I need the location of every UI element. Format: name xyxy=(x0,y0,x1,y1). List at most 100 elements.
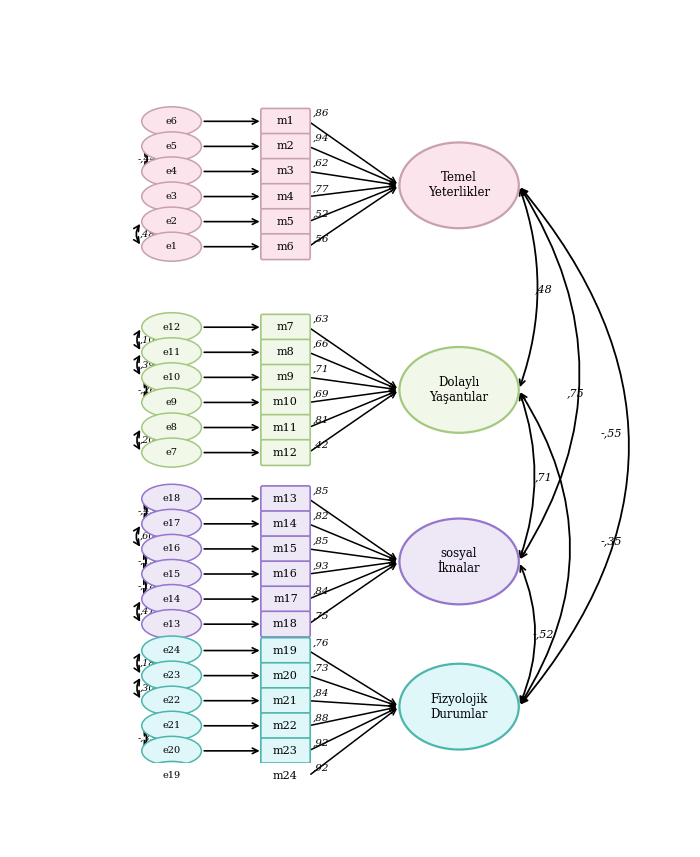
Text: m8: m8 xyxy=(276,347,295,357)
Text: e8: e8 xyxy=(166,423,178,432)
FancyBboxPatch shape xyxy=(261,763,310,788)
Text: e2: e2 xyxy=(166,217,178,226)
Text: e15: e15 xyxy=(162,570,181,578)
Text: m17: m17 xyxy=(273,594,298,604)
Text: ,73: ,73 xyxy=(313,663,330,673)
Text: ,92: ,92 xyxy=(313,739,330,747)
Ellipse shape xyxy=(141,535,202,563)
Text: m9: m9 xyxy=(276,372,295,382)
Text: e19: e19 xyxy=(162,771,181,781)
Text: e5: e5 xyxy=(166,142,178,151)
FancyBboxPatch shape xyxy=(261,209,310,235)
Text: ,86: ,86 xyxy=(313,109,330,118)
Text: Fizyolojik
Durumlar: Fizyolojik Durumlar xyxy=(430,692,488,721)
Text: e20: e20 xyxy=(162,746,181,755)
Text: m18: m18 xyxy=(273,619,298,629)
Text: ,63: ,63 xyxy=(313,315,330,324)
Text: ,60: ,60 xyxy=(139,532,155,541)
Ellipse shape xyxy=(141,761,202,790)
FancyBboxPatch shape xyxy=(261,390,310,416)
Text: ,75: ,75 xyxy=(313,612,330,620)
Text: m14: m14 xyxy=(273,518,298,529)
Ellipse shape xyxy=(141,413,202,442)
Text: ,81: ,81 xyxy=(313,415,330,424)
Text: e9: e9 xyxy=(166,398,178,407)
Text: ,20: ,20 xyxy=(139,435,155,445)
Text: m23: m23 xyxy=(273,746,298,756)
Ellipse shape xyxy=(141,157,202,186)
Ellipse shape xyxy=(141,711,202,740)
FancyBboxPatch shape xyxy=(261,536,310,562)
Text: ,69: ,69 xyxy=(313,390,330,399)
Text: e6: e6 xyxy=(166,117,178,126)
FancyBboxPatch shape xyxy=(261,159,310,184)
FancyBboxPatch shape xyxy=(261,611,310,637)
Ellipse shape xyxy=(141,313,202,342)
Ellipse shape xyxy=(141,560,202,589)
FancyBboxPatch shape xyxy=(261,638,310,663)
FancyBboxPatch shape xyxy=(261,688,310,714)
Text: e17: e17 xyxy=(162,519,181,529)
Text: ,94: ,94 xyxy=(313,134,330,143)
Ellipse shape xyxy=(141,509,202,538)
Text: e14: e14 xyxy=(162,595,181,603)
Ellipse shape xyxy=(141,736,202,765)
FancyBboxPatch shape xyxy=(261,486,310,512)
Text: ,85: ,85 xyxy=(313,536,330,546)
FancyBboxPatch shape xyxy=(261,713,310,739)
Text: ,39: ,39 xyxy=(139,360,155,369)
Text: ,77: ,77 xyxy=(313,184,330,193)
Text: ,92: ,92 xyxy=(313,764,330,773)
Text: e18: e18 xyxy=(162,494,181,503)
Text: m16: m16 xyxy=(273,569,298,579)
Text: ,71: ,71 xyxy=(534,473,552,482)
Text: ,85: ,85 xyxy=(313,487,330,495)
Text: ,84: ,84 xyxy=(313,587,330,596)
Text: ,41: ,41 xyxy=(139,607,155,616)
Text: -,43: -,43 xyxy=(138,506,157,516)
FancyBboxPatch shape xyxy=(261,109,310,135)
Text: ,82: ,82 xyxy=(313,512,330,520)
FancyBboxPatch shape xyxy=(261,738,310,764)
Text: e12: e12 xyxy=(162,323,181,332)
Text: m13: m13 xyxy=(273,494,298,504)
Text: m10: m10 xyxy=(273,398,298,407)
Text: m20: m20 xyxy=(273,671,298,680)
Text: ,48: ,48 xyxy=(139,230,155,238)
Text: m19: m19 xyxy=(273,645,298,656)
Ellipse shape xyxy=(400,347,519,433)
Text: Temel
Yeterlikler: Temel Yeterlikler xyxy=(428,171,490,200)
Ellipse shape xyxy=(141,661,202,690)
Ellipse shape xyxy=(141,232,202,261)
Text: e22: e22 xyxy=(162,696,181,705)
Text: ,10: ,10 xyxy=(139,335,155,345)
Text: m12: m12 xyxy=(273,447,298,458)
Text: e13: e13 xyxy=(162,620,181,629)
FancyBboxPatch shape xyxy=(261,339,310,365)
Ellipse shape xyxy=(141,438,202,467)
Text: m6: m6 xyxy=(276,242,295,252)
Text: ,42: ,42 xyxy=(313,440,330,449)
FancyBboxPatch shape xyxy=(261,415,310,440)
Ellipse shape xyxy=(400,663,519,750)
Text: e3: e3 xyxy=(166,192,178,201)
Text: m21: m21 xyxy=(273,696,298,705)
Ellipse shape xyxy=(141,686,202,716)
Text: -,44: -,44 xyxy=(138,154,157,164)
Text: -,52: -,52 xyxy=(533,629,554,639)
Text: m3: m3 xyxy=(276,166,295,177)
Text: m4: m4 xyxy=(276,192,295,201)
Text: e11: e11 xyxy=(162,348,181,357)
FancyBboxPatch shape xyxy=(261,586,310,612)
Text: e16: e16 xyxy=(162,544,181,554)
Ellipse shape xyxy=(141,484,202,513)
Text: ,71: ,71 xyxy=(313,365,330,374)
Ellipse shape xyxy=(141,363,202,392)
Text: -,13: -,13 xyxy=(138,557,157,566)
Ellipse shape xyxy=(141,584,202,614)
FancyBboxPatch shape xyxy=(261,364,310,390)
Text: e1: e1 xyxy=(166,243,178,251)
Text: m11: m11 xyxy=(273,423,298,433)
FancyBboxPatch shape xyxy=(261,440,310,465)
Text: e23: e23 xyxy=(162,671,181,680)
